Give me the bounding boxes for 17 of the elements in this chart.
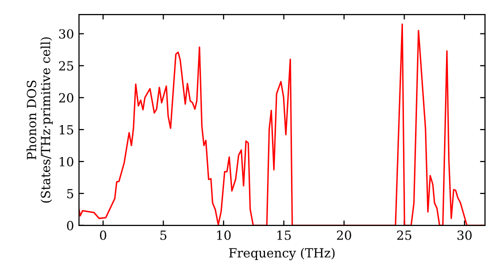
y-tick-label: 30 [59,29,74,39]
y-tick-label: 5 [67,189,74,198]
y-tick-label: 20 [59,93,74,103]
x-tick-label: 10 [217,230,231,240]
x-tick-label: 15 [277,230,291,240]
line-series [79,23,484,226]
y-tick-label: 15 [60,125,74,134]
x-tick-label: 20 [336,230,352,240]
x-axis-title: Frequency (THz) [229,248,335,260]
y-tick-label: 0 [67,220,74,230]
x-tick-label: 25 [397,230,412,240]
x-tick-label: 5 [160,230,166,240]
y-axis-title: Phonon DOS (States/THz·primitive cell) [26,37,53,203]
x-tick-label: 30 [458,230,472,240]
y-tick-label: 10 [60,156,74,166]
x-tick-label: 0 [100,230,106,240]
y-tick-label: 25 [59,61,74,71]
